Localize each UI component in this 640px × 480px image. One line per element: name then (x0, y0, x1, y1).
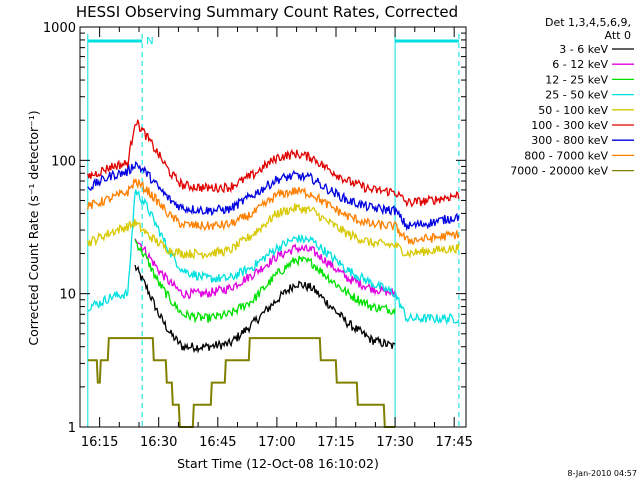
y-tick-label: 1 (68, 421, 76, 436)
legend-label: 12 - 25 keV (545, 73, 608, 86)
series-line-7 (87, 178, 460, 246)
series-line-8 (87, 337, 395, 428)
legend-label: 100 - 300 keV (531, 119, 608, 132)
legend-label: 50 - 100 keV (538, 104, 608, 117)
x-axis-label: Start Time (12-Oct-08 16:10:02) (177, 456, 379, 471)
series-line-3 (87, 189, 460, 326)
legend-header: Det 1,3,4,5,6,9, (545, 16, 631, 29)
legend-label: 3 - 6 keV (559, 43, 608, 56)
series-line-1 (134, 238, 396, 300)
series-line-5 (87, 119, 460, 208)
series-line-0 (134, 264, 396, 354)
x-tick-label: 16:45 (199, 435, 236, 450)
x-tick-label: 16:30 (140, 435, 177, 450)
legend-label: 300 - 800 keV (531, 134, 608, 147)
y-tick-label: 100 (51, 154, 76, 169)
x-tick-label: 17:45 (435, 435, 472, 450)
chart-title: HESSI Observing Summary Count Rates, Cor… (76, 3, 458, 21)
x-tick-label: 17:00 (258, 435, 295, 450)
plot-frame (79, 26, 467, 428)
y-axis-label: Corrected Count Rate (s⁻¹ detector⁻¹) (26, 110, 41, 345)
timestamp: 8-Jan-2010 04:57 (567, 469, 637, 478)
y-tick-label: 10 (59, 288, 76, 303)
series-line-2 (134, 239, 396, 324)
x-tick-label: 16:15 (81, 435, 118, 450)
series-line-6 (87, 160, 460, 232)
series-line-4 (87, 203, 460, 260)
legend-label: 7000 - 20000 keV (510, 165, 608, 178)
x-tick-label: 17:30 (376, 435, 413, 450)
legend-label: 800 - 7000 keV (524, 149, 608, 162)
y-tick-label: 1000 (43, 21, 76, 36)
flag-label: N (146, 36, 153, 47)
x-tick-label: 17:15 (317, 435, 354, 450)
legend-label: 6 - 12 keV (552, 58, 608, 71)
legend-header: Att 0 (605, 29, 631, 42)
legend-label: 25 - 50 keV (545, 89, 608, 102)
